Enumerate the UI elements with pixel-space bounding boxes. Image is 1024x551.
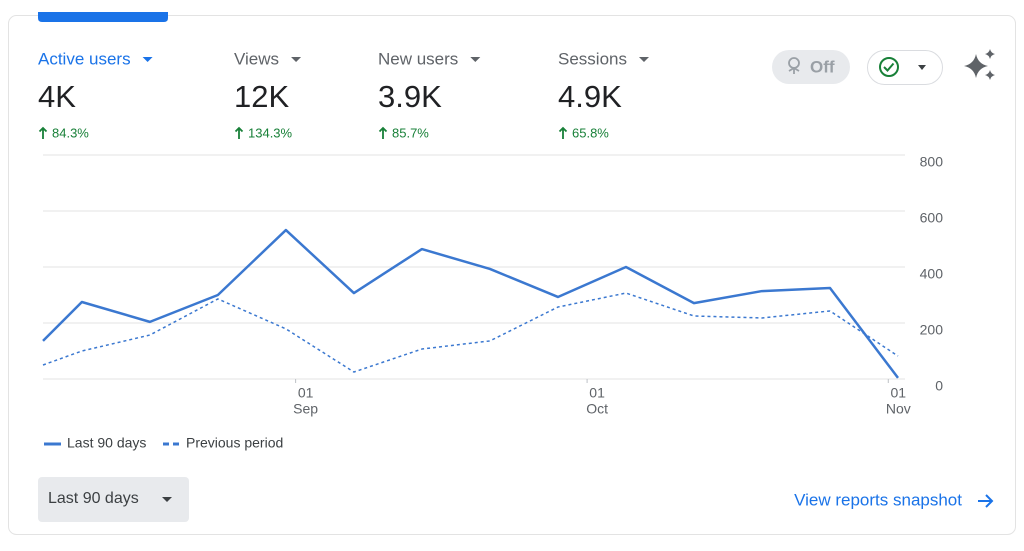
series-line (42, 228, 899, 379)
metric-change: 85.7% (392, 125, 429, 140)
up-arrow (234, 126, 244, 139)
toggle-label: Off (810, 57, 835, 76)
dropdown-arrow (918, 65, 926, 70)
metric-value: 4K (38, 79, 76, 114)
card (8, 15, 1016, 535)
selected-tab-indicator (38, 12, 168, 22)
x-tick-label: Sep (293, 401, 318, 417)
metric-label[interactable]: Views (234, 49, 279, 68)
metric-label[interactable]: New users (378, 49, 458, 68)
metric-change: 65.8% (572, 125, 609, 140)
metric-value: 3.9K (378, 79, 442, 114)
series-line (42, 292, 899, 373)
dropdown-arrow (638, 57, 649, 62)
date-range-button[interactable] (38, 477, 189, 522)
x-tick-label: Oct (586, 401, 608, 417)
metric-value: 12K (234, 79, 289, 114)
x-tick-label: 01 (298, 385, 314, 401)
status-dropdown[interactable] (867, 50, 943, 85)
x-tick-label: 01 (589, 385, 605, 401)
legend-label: Previous period (186, 435, 283, 451)
metric-change: 84.3% (52, 125, 89, 140)
snapshot-link[interactable]: View reports snapshot (794, 490, 962, 509)
y-tick-label: 600 (920, 210, 944, 226)
dropdown-arrow (470, 57, 481, 62)
y-tick-label: 200 (920, 322, 944, 338)
metric-label[interactable]: Active users (38, 49, 131, 68)
metric-label[interactable]: Sessions (558, 49, 627, 68)
metric-change: 134.3% (248, 125, 293, 140)
status-check (883, 62, 895, 72)
y-tick-label: 800 (920, 154, 944, 170)
insights-button[interactable] (964, 49, 995, 80)
up-arrow (378, 126, 388, 139)
link-arrow (978, 494, 994, 508)
metric-value: 4.9K (558, 79, 622, 114)
y-tick-label: 0 (935, 378, 943, 394)
y-tick-label: 400 (920, 266, 944, 282)
status-icon (879, 57, 899, 77)
up-arrow (558, 126, 568, 139)
dropdown-arrow (162, 497, 172, 502)
date-range-label: Last 90 days (48, 490, 139, 507)
legend-label: Last 90 days (67, 435, 146, 451)
x-tick-label: 01 (890, 385, 906, 401)
dropdown-arrow (291, 57, 302, 62)
dropdown-arrow (142, 57, 153, 62)
up-arrow (38, 126, 48, 139)
toggle-icon (788, 57, 800, 74)
x-tick-label: Nov (886, 401, 911, 417)
